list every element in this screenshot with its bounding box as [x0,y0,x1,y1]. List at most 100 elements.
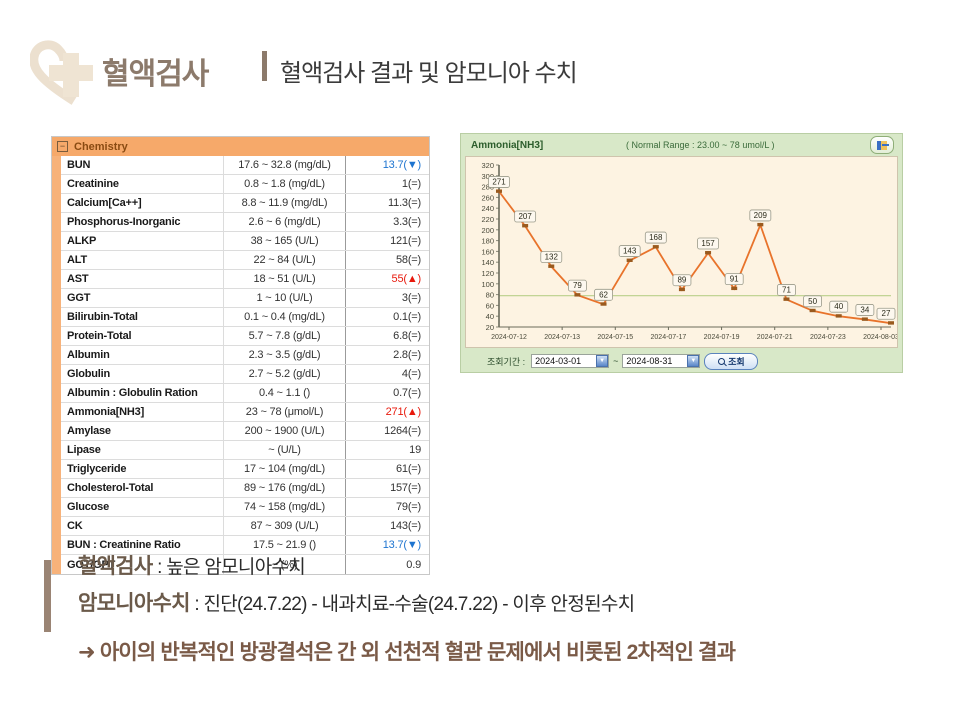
data-point-label-box [749,209,772,222]
table-row[interactable]: ALT 22 ~ 84 (U/L) 58(=) [61,251,429,270]
chemistry-section-label: Chemistry [74,140,128,153]
table-row[interactable]: GOT/GPT ~ (%) 0.9 [61,555,429,574]
reference-range-cell: 0.4 ~ 1.1 () [224,384,346,402]
result-value-cell: 271(▲) [385,406,422,418]
result-value-cell: 6.8(=) [393,330,421,342]
data-point-label-box [540,251,563,263]
data-point-marker[interactable] [731,286,738,291]
x-axis-tick-label: 2024-07-12 [491,334,527,341]
reference-range-cell: 200 ~ 1900 (U/L) [224,422,346,440]
table-row[interactable]: Ammonia[NH3] 23 ~ 78 (μmol/L) 271(▲) [61,403,429,422]
search-button[interactable]: 조회 [704,352,759,370]
reference-range-cell: 2.6 ~ 6 (mg/dL) [224,213,346,231]
chevron-down-icon[interactable]: ▼ [596,355,609,367]
chevron-down-icon[interactable]: ▼ [687,355,700,367]
chart-title: Ammonia[NH3] [471,139,544,151]
note-1-key: 혈액검사 [78,555,153,578]
date-range-separator: ~ [613,356,619,366]
collapse-minus-icon[interactable]: − [57,141,68,152]
data-point-marker[interactable] [888,321,894,325]
y-axis-tick-label: 80 [486,291,494,300]
table-row[interactable]: ALKP 38 ~ 165 (U/L) 121(=) [61,232,429,251]
chemistry-section-header[interactable]: − Chemistry [52,137,429,156]
data-point-value-label: 79 [573,281,582,290]
table-row[interactable]: Creatinine 0.8 ~ 1.8 (mg/dL) 1(=) [61,175,429,194]
data-point-label-box [724,273,744,286]
table-row[interactable]: GGT 1 ~ 10 (U/L) 3(=) [61,289,429,308]
reference-range-cell: 38 ~ 165 (U/L) [224,232,346,250]
note-line-1: 혈액검사 : 높은 암모니아수치 [78,556,944,577]
table-row[interactable]: Protein-Total 5.7 ~ 7.8 (g/dL) 6.8(=) [61,327,429,346]
table-row[interactable]: CK 87 ~ 309 (U/L) 143(=) [61,517,429,536]
search-button-label: 조회 [728,356,745,367]
data-point-marker[interactable] [574,293,581,297]
notes-accent-bar [44,560,51,632]
y-axis-tick-label: 60 [486,301,494,310]
table-row[interactable]: Bilirubin-Total 0.1 ~ 0.4 (mg/dL) 0.1(=) [61,308,429,327]
date-to-input[interactable]: 2024-08-31 ▼ [622,354,701,368]
table-row[interactable]: Calcium[Ca++] 8.8 ~ 11.9 (mg/dL) 11.3(=) [61,194,429,213]
table-row[interactable]: BUN : Creatinine Ratio 17.5 ~ 21.9 () 13.7… [61,536,429,555]
reference-range-cell: 8.8 ~ 11.9 (mg/dL) [224,194,346,212]
x-axis-tick-label: 2024-07-23 [810,334,846,341]
reference-range-cell: 89 ~ 176 (mg/dL) [224,479,346,497]
data-point-label-box [855,304,875,316]
data-point-value-label: 157 [701,239,715,248]
result-value-cell: 157(=) [390,482,421,494]
date-from-input[interactable]: 2024-03-01 ▼ [531,354,610,368]
reference-range-cell: 22 ~ 84 (U/L) [224,251,346,269]
data-point-marker[interactable] [522,224,529,228]
table-row[interactable]: Globulin 2.7 ~ 5.2 (g/dL) 4(=) [61,365,429,384]
date-to-value: 2024-08-31 [626,356,673,366]
data-point-label-box [568,279,587,292]
data-point-marker[interactable] [678,287,685,292]
reference-range-cell: 23 ~ 78 (μmol/L) [224,403,346,421]
table-row[interactable]: Albumin : Globulin Ration 0.4 ~ 1.1 () 0.7… [61,384,429,403]
table-row[interactable]: Phosphorus-Inorganic 2.6 ~ 6 (mg/dL) 3.3(=… [61,213,429,232]
ammonia-trend-line [498,190,892,325]
y-axis-tick-label: 100 [481,280,494,289]
y-axis-tick-label: 280 [481,183,494,192]
note-conclusion: ➜ 아이의 반복적인 방광결석은 간 외 선천적 혈관 문제에서 비롯된 2차적… [78,641,736,664]
table-row[interactable]: AST 18 ~ 51 (U/L) 55(▲) [61,270,429,289]
result-value-cell: 79(=) [396,501,421,513]
table-row[interactable]: Triglyceride 17 ~ 104 (mg/dL) 61(=) [61,460,429,479]
y-axis-tick-label: 220 [481,215,494,224]
y-axis-tick-label: 300 [481,172,494,181]
note-2-text: : 진단(24.7.22) - 내과치료-수술(24.7.22) - 이후 안정… [189,594,635,615]
data-point-marker[interactable] [809,308,816,313]
y-axis-tick-label: 260 [481,193,494,202]
data-point-marker[interactable] [861,317,868,321]
test-name-cell: Albumin [61,346,224,364]
table-row[interactable]: Albumin 2.3 ~ 3.5 (g/dL) 2.8(=) [61,346,429,365]
table-row[interactable]: BUN 17.6 ~ 32.8 (mg/dL) 13.7(▼) [61,156,429,175]
reference-range-cell: 0.8 ~ 1.8 (mg/dL) [224,175,346,193]
table-row[interactable]: Amylase 200 ~ 1900 (U/L) 1264(=) [61,422,429,441]
x-axis-tick-label: 2024-08-03 [863,334,897,341]
data-point-marker[interactable] [757,222,764,227]
table-row[interactable]: Cholesterol-Total 89 ~ 176 (mg/dL) 157(=) [61,479,429,498]
result-value-cell: 1264(=) [384,425,421,437]
data-point-marker[interactable] [652,245,659,249]
test-name-cell: Protein-Total [61,327,224,345]
table-row[interactable]: Lipase ~ (U/L) 19 [61,441,429,460]
chart-normal-range-text: ( Normal Range : 23.00 ~ 78 umol/L ) [626,140,775,150]
expand-window-icon[interactable] [870,136,894,154]
data-point-marker[interactable] [626,258,633,262]
data-point-marker[interactable] [548,264,555,268]
data-point-value-label: 50 [808,297,817,306]
data-point-marker[interactable] [783,297,790,301]
y-axis-tick-label: 200 [481,226,494,235]
result-value-cell: 1(=) [401,178,421,190]
data-point-marker[interactable] [600,302,607,306]
data-point-label-box [672,274,692,287]
data-point-marker[interactable] [705,251,712,255]
page-subtitle: 혈액검사 결과 및 암모니아 수치 [280,60,578,87]
data-point-marker[interactable] [496,189,502,193]
result-value-cell: 11.3(=) [388,197,421,209]
data-point-label-box [876,307,896,320]
table-row[interactable]: Glucose 74 ~ 158 (mg/dL) 79(=) [61,498,429,517]
reference-range-cell: 5.7 ~ 7.8 (g/dL) [224,327,346,345]
data-point-marker[interactable] [835,314,842,318]
